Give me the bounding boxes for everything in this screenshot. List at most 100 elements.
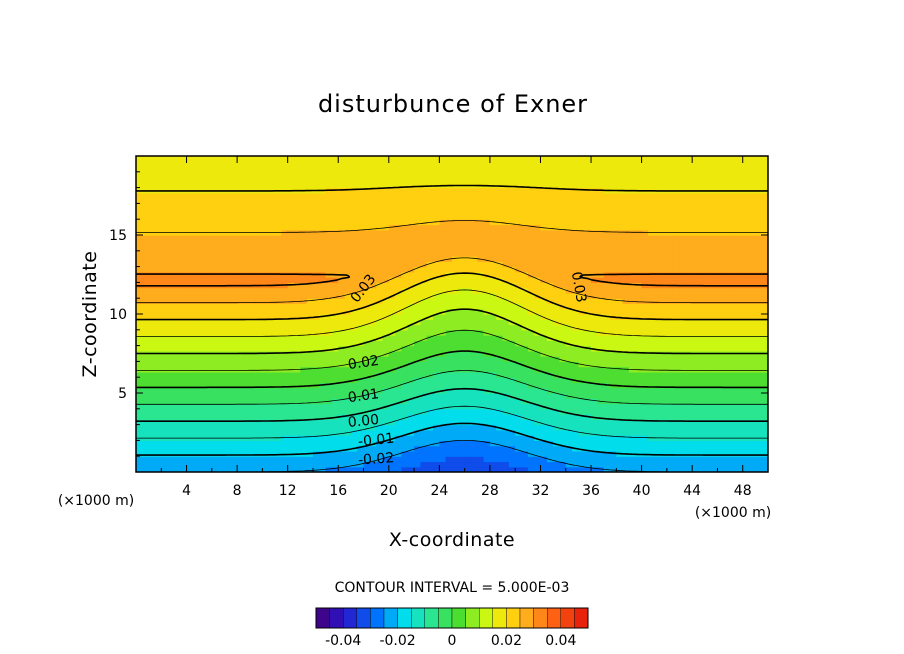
contour-fill-cell <box>470 224 478 231</box>
contour-fill-cell <box>205 235 213 241</box>
contour-fill-cell <box>294 266 301 273</box>
contour-fill-cell <box>401 366 409 373</box>
contour-fill-cell <box>439 324 447 331</box>
contour-fill-cell <box>338 440 346 447</box>
contour-fill-cell <box>553 229 561 236</box>
contour-fill-cell <box>388 319 396 326</box>
contour-fill-cell <box>199 324 207 331</box>
contour-fill-cell <box>654 440 662 447</box>
contour-fill-cell <box>275 287 282 294</box>
contour-fill-cell <box>167 235 175 241</box>
contour-fill-cell <box>275 440 282 447</box>
contour-fill-cell <box>597 208 605 215</box>
contour-fill-cell <box>148 445 156 452</box>
contour-fill-cell <box>546 198 554 204</box>
contour-fill-cell <box>622 261 630 268</box>
contour-fill-cell <box>376 466 384 472</box>
contour-fill-cell <box>344 161 352 168</box>
contour-fill-cell <box>325 403 333 410</box>
contour-fill-cell <box>559 298 567 305</box>
contour-fill-cell <box>647 266 655 273</box>
contour-fill-cell <box>559 387 567 394</box>
contour-fill-cell <box>148 382 156 389</box>
contour-fill-cell <box>344 345 352 352</box>
contour-fill-cell <box>508 240 516 247</box>
contour-fill-cell <box>376 282 384 289</box>
contour-fill-cell <box>331 182 339 189</box>
contour-fill-cell <box>306 440 314 447</box>
contour-fill-cell <box>224 298 232 305</box>
contour-fill-cell <box>331 161 339 168</box>
contour-fill-cell <box>534 177 542 183</box>
contour-fill-cell <box>205 192 213 199</box>
contour-fill-cell <box>350 324 358 331</box>
contour-fill-cell <box>167 292 175 299</box>
contour-fill-cell <box>256 277 263 283</box>
contour-fill-cell <box>433 292 440 299</box>
contour-fill-cell <box>565 187 573 194</box>
contour-fill-cell <box>559 182 567 189</box>
contour-fill-cell <box>325 292 333 299</box>
contour-fill-cell <box>256 166 263 173</box>
contour-fill-cell <box>268 292 276 299</box>
contour-fill-cell <box>489 213 497 220</box>
contour-fill-cell <box>527 429 535 436</box>
contour-fill-cell <box>420 419 428 426</box>
contour-fill-cell <box>382 408 390 415</box>
contour-fill-cell <box>470 350 478 357</box>
contour-fill-cell <box>357 350 365 357</box>
contour-fill-cell <box>489 229 497 236</box>
contour-fill-cell <box>610 393 617 399</box>
contour-fill-cell <box>420 329 428 336</box>
contour-fill-cell <box>641 440 649 447</box>
contour-fill-cell <box>319 292 327 299</box>
contour-fill-cell <box>268 356 276 362</box>
contour-fill-cell <box>401 314 409 320</box>
contour-fill-cell <box>388 198 396 204</box>
contour-fill-cell <box>534 277 542 283</box>
contour-fill-cell <box>180 393 188 399</box>
contour-fill-cell <box>426 319 434 326</box>
contour-fill-cell <box>559 456 567 463</box>
contour-fill-cell <box>496 261 504 268</box>
contour-fill-cell <box>294 219 301 226</box>
contour-fill-cell <box>325 250 333 257</box>
contour-fill-cell <box>401 308 409 315</box>
contour-fill-cell <box>186 166 194 173</box>
contour-fill-cell <box>256 461 263 468</box>
contour-fill-cell <box>603 393 611 399</box>
contour-fill-cell <box>243 250 251 257</box>
contour-fill-cell <box>654 161 662 168</box>
contour-fill-cell <box>477 161 485 168</box>
contour-fill-cell <box>508 187 516 194</box>
contour-fill-cell <box>527 419 535 426</box>
contour-fill-cell <box>527 198 535 204</box>
contour-fill-cell <box>559 329 567 336</box>
contour-fill-cell <box>641 277 649 283</box>
contour-fill-cell <box>508 450 516 457</box>
contour-fill-cell <box>420 213 428 220</box>
contour-fill-cell <box>477 350 485 357</box>
contour-fill-cell <box>464 177 472 183</box>
contour-fill-cell <box>237 266 245 273</box>
contour-fill-cell <box>331 287 339 294</box>
contour-fill-cell <box>287 303 295 310</box>
contour-fill-cell <box>199 345 207 352</box>
contour-fill-cell <box>597 429 605 436</box>
contour-fill-cell <box>281 445 289 452</box>
contour-fill-cell <box>502 208 510 215</box>
contour-fill-cell <box>136 177 143 183</box>
contour-fill-cell <box>369 340 377 347</box>
contour-fill-cell <box>635 408 643 415</box>
contour-fill-cell <box>148 319 156 326</box>
contour-fill-cell <box>628 292 636 299</box>
contour-fill-cell <box>230 166 238 173</box>
contour-fill-cell <box>319 371 327 378</box>
contour-fill-cell <box>376 414 384 420</box>
contour-fill-cell <box>534 371 542 378</box>
contour-fill-cell <box>395 366 403 373</box>
contour-fill-cell <box>173 361 181 368</box>
contour-fill-cell <box>395 456 403 463</box>
contour-fill-cell <box>572 466 579 472</box>
contour-fill-cell <box>603 408 611 415</box>
